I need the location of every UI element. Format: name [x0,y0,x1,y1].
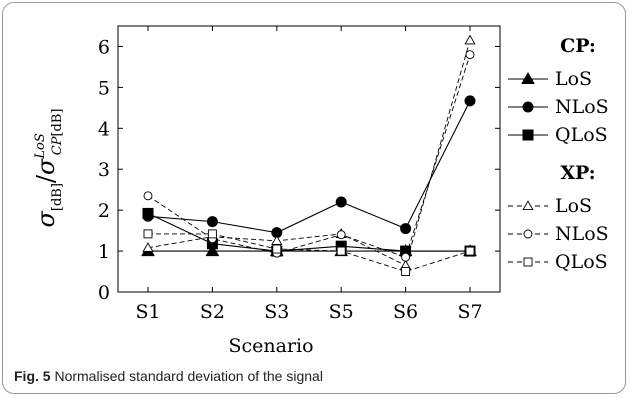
legend-marker [522,129,534,141]
series-layer [141,34,477,276]
axes: 0 1 2 3 4 5 6 S1 S2 S3 S5 S6 S7 [98,25,501,323]
series-xp-nlos [143,50,475,262]
data-point-xp-los [464,34,476,45]
legend-group-title: XP: [560,162,595,184]
y-tick-label: 1 [98,241,110,263]
data-point-xp-qlos [401,267,411,276]
caption-label: Fig. 5 [14,368,51,384]
figure-caption: Fig. 5 Normalised standard deviation of … [14,368,323,384]
legend-entry-label: NLoS [555,223,609,245]
series-line-xp-qlos [148,233,471,273]
x-tick-label: S3 [264,301,289,323]
legend-entry-label: LoS [555,195,592,217]
data-point-cp-nlos [464,95,476,107]
caption-text: Normalised standard deviation of the sig… [54,368,323,384]
y-tick-label: 5 [98,77,110,99]
data-point-xp-qlos [465,246,475,256]
data-point-cp-los [205,244,220,257]
figure-frame [2,2,626,394]
plot-area-border [117,25,501,293]
legend-entry-label: QLoS [555,251,608,273]
series-line-xp-nlos [147,54,471,258]
legend-marker [522,200,534,211]
series-cp-qlos [142,207,476,257]
data-point-xp-los [271,235,283,245]
x-tick-label: S6 [393,301,418,323]
series-line-cp-nlos [147,100,471,234]
legend-marker [522,101,534,113]
legend: CP: LoS NLoS QLoS XP: LoS NLoS QLoS [508,35,609,273]
data-point-xp-qlos [207,229,217,239]
series-xp-qlos [143,229,475,276]
data-point-xp-nlos [401,252,411,262]
data-point-xp-qlos [272,244,282,254]
legend-marker [523,229,533,239]
x-tick-label: S2 [200,301,225,323]
data-point-xp-nlos [143,191,153,201]
data-point-cp-nlos [206,216,218,228]
series-cp-nlos [142,95,476,239]
legend-entry-label: NLoS [555,96,609,118]
data-point-xp-nlos [465,50,475,60]
data-point-cp-nlos [335,196,347,208]
data-point-cp-qlos [142,207,154,219]
y-tick-label: 6 [98,36,110,58]
data-point-xp-qlos [336,246,346,256]
series-line-xp-los [147,40,471,267]
series-line-cp-qlos [147,212,470,252]
y-tick-label: 3 [98,159,110,181]
y-tick-label: 4 [98,118,110,140]
y-axis-label: σ[dB]/σLoS CP[dB] [32,108,65,227]
legend-group-title: CP: [560,35,596,57]
data-point-xp-los [142,242,154,252]
data-point-cp-nlos [400,223,412,235]
x-tick-label: S1 [135,301,160,323]
legend-entry-label: QLoS [555,124,608,146]
x-axis-label: Scenario [228,335,313,357]
legend-entry-label: LoS [555,68,592,90]
legend-marker [523,257,533,267]
x-tick-label: S7 [457,301,482,323]
legend-marker [521,71,535,84]
y-tick-label: 2 [98,200,110,222]
x-tick-label: S5 [329,301,354,323]
data-point-xp-qlos [143,229,153,239]
y-tick-label: 0 [98,282,110,304]
data-point-xp-nlos [336,230,346,240]
